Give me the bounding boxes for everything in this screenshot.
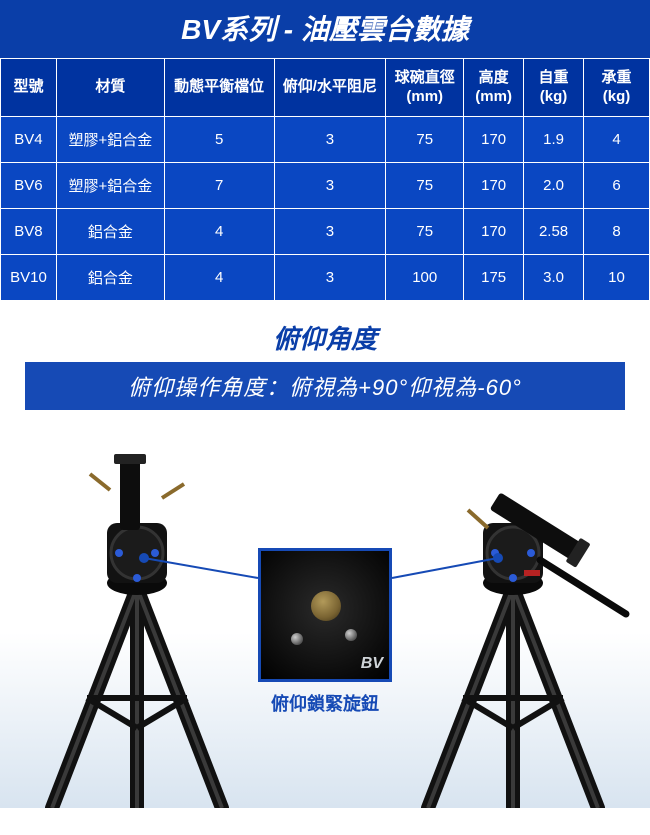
table-cell: 塑膠+鋁合金 (56, 163, 164, 209)
table-cell: 塑膠+鋁合金 (56, 117, 164, 163)
table-cell: 170 (464, 163, 524, 209)
table-cell: 3 (274, 163, 386, 209)
table-cell: 4 (164, 209, 274, 255)
table-cell: 6 (584, 163, 650, 209)
table-header-cell: 球碗直徑(mm) (386, 59, 464, 117)
table-cell: BV10 (1, 255, 57, 301)
table-header-cell: 自重(kg) (524, 59, 584, 117)
table-header-cell: 材質 (56, 59, 164, 117)
inset-caption: 俯仰鎖緊旋鈕 (0, 690, 650, 716)
table-cell: 75 (386, 163, 464, 209)
table-row: BV8鋁合金43751702.588 (1, 209, 650, 255)
table-cell: 75 (386, 117, 464, 163)
table-cell: 鋁合金 (56, 209, 164, 255)
table-cell: 3.0 (524, 255, 584, 301)
table-cell: 3 (274, 117, 386, 163)
lock-knob-icon (311, 591, 341, 621)
table-row: BV10鋁合金431001753.010 (1, 255, 650, 301)
angle-description-bar: 俯仰操作角度：俯視為+90°仰視為-60° (25, 362, 625, 410)
table-cell: BV8 (1, 209, 57, 255)
table-header-row: 型號材質動態平衡檔位俯仰/水平阻尼球碗直徑(mm)高度(mm)自重(kg)承重(… (1, 59, 650, 117)
table-header-cell: 高度(mm) (464, 59, 524, 117)
table-header-cell: 俯仰/水平阻尼 (274, 59, 386, 117)
table-cell: 3 (274, 209, 386, 255)
table-cell: 7 (164, 163, 274, 209)
page-title-text: BV系列 - 油壓雲台數據 (181, 14, 469, 45)
screw-icon (345, 629, 357, 641)
table-cell: 4 (164, 255, 274, 301)
angle-description-text: 俯仰操作角度：俯視為+90°仰視為-60° (128, 375, 522, 400)
table-cell: 175 (464, 255, 524, 301)
table-cell: 4 (584, 117, 650, 163)
table-cell: 5 (164, 117, 274, 163)
table-cell: 鋁合金 (56, 255, 164, 301)
page-title: BV系列 - 油壓雲台數據 (0, 0, 650, 58)
spec-table: 型號材質動態平衡檔位俯仰/水平阻尼球碗直徑(mm)高度(mm)自重(kg)承重(… (0, 58, 650, 301)
screw-icon (291, 633, 303, 645)
table-cell: 2.58 (524, 209, 584, 255)
table-header-cell: 型號 (1, 59, 57, 117)
table-cell: 3 (274, 255, 386, 301)
inset-caption-text: 俯仰鎖緊旋鈕 (271, 694, 379, 714)
table-cell: 170 (464, 117, 524, 163)
figure-area: BV 俯仰鎖緊旋鈕 (0, 418, 650, 808)
tripod-left-illustration (12, 428, 262, 808)
section-heading-text: 俯仰角度 (273, 324, 377, 354)
table-row: BV4塑膠+鋁合金53751701.94 (1, 117, 650, 163)
table-row: BV6塑膠+鋁合金73751702.06 (1, 163, 650, 209)
table-cell: 2.0 (524, 163, 584, 209)
table-cell: 10 (584, 255, 650, 301)
tripod-right-illustration (388, 428, 638, 808)
table-cell: 1.9 (524, 117, 584, 163)
table-header-cell: 承重(kg) (584, 59, 650, 117)
lock-knob-detail-inset: BV (258, 548, 392, 682)
table-cell: BV6 (1, 163, 57, 209)
section-heading: 俯仰角度 (0, 301, 650, 362)
table-cell: 100 (386, 255, 464, 301)
inset-brand-label: BV (361, 655, 383, 673)
table-cell: 8 (584, 209, 650, 255)
table-cell: BV4 (1, 117, 57, 163)
table-body: BV4塑膠+鋁合金53751701.94BV6塑膠+鋁合金73751702.06… (1, 117, 650, 301)
table-cell: 170 (464, 209, 524, 255)
table-cell: 75 (386, 209, 464, 255)
table-header-cell: 動態平衡檔位 (164, 59, 274, 117)
